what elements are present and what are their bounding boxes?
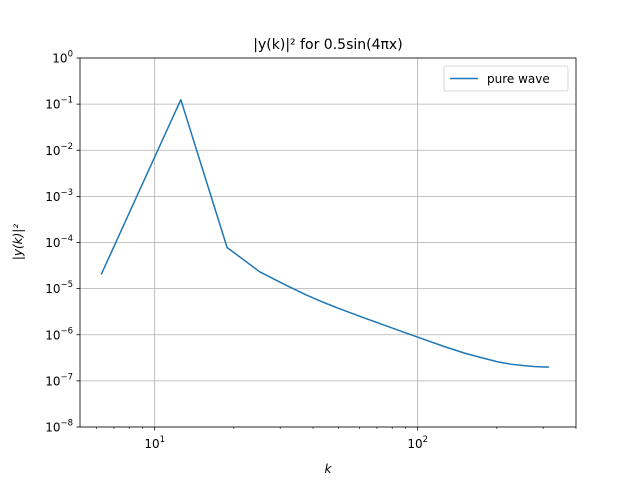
y-axis-label: |y(k)|² bbox=[11, 224, 25, 261]
x-tick-label: 102 bbox=[407, 435, 428, 451]
axis-ticks: 10−8 10−7 10−6 10−5 10−4 10−3 10−2 10−1 100 101 10… bbox=[45, 50, 577, 451]
y-tick-label: 10−3 bbox=[45, 188, 73, 204]
y-tick-label: 10−1 bbox=[45, 96, 73, 112]
y-tick-label: 10−6 bbox=[45, 326, 73, 342]
legend: pure wave bbox=[443, 65, 569, 92]
y-tick-label: 100 bbox=[52, 50, 73, 66]
y-tick-label: 10−5 bbox=[45, 280, 73, 296]
series-line-pure-wave bbox=[100, 98, 550, 368]
y-tick-label: 10−8 bbox=[45, 419, 73, 435]
y-tick-label: 10−7 bbox=[45, 372, 73, 388]
y-tick-label: 10−2 bbox=[45, 142, 73, 158]
plot-series bbox=[100, 98, 550, 368]
y-tick-label: 10−4 bbox=[45, 234, 73, 250]
x-tick-label: 101 bbox=[144, 435, 165, 451]
x-axis-label: k bbox=[325, 462, 333, 476]
legend-label-pure-wave: pure wave bbox=[487, 72, 550, 86]
legend-box bbox=[443, 65, 569, 92]
chart-title: |y(k)|² for 0.5sin(4πx) bbox=[253, 37, 402, 53]
